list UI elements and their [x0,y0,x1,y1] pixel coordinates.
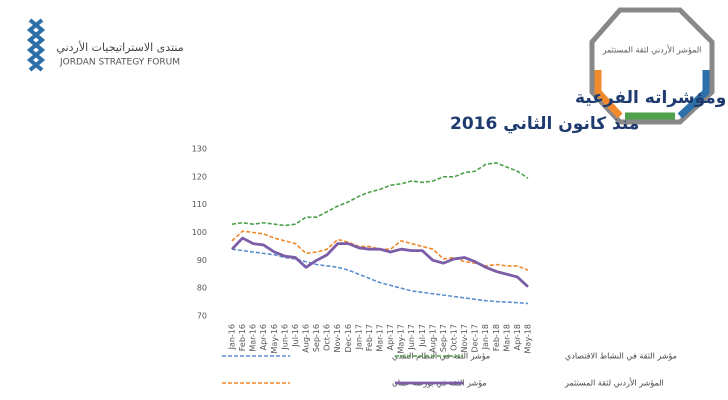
logo-name-en: JORDAN STRATEGY FORUM [59,58,180,68]
legend-label: مؤشر الثقة في النظام النقدي [392,352,490,361]
x-tick-label: Oct-16 [323,324,332,351]
x-tick-label: Feb-16 [238,324,247,351]
x-tick-label: Feb-17 [365,324,374,351]
badge-frame [589,7,715,125]
series-line [231,248,529,305]
x-tick-label: Jan-16 [228,324,237,350]
y-tick-label: 100 [192,228,207,237]
y-tick-label: 130 [192,145,207,154]
x-tick-label: Sep-17 [439,324,448,352]
chart-subtitle: منذ كانون الثاني 2016 [450,114,639,134]
y-tick-label: 70 [197,312,207,321]
x-tick-label: Feb-18 [492,324,501,351]
y-tick-label: 90 [197,256,207,265]
logo-mark [26,18,46,72]
x-tick-label: Jun-16 [280,324,289,351]
x-tick-label: Jan-18 [481,324,490,350]
x-tick-label: May-17 [397,324,406,353]
x-tick-label: Apr-16 [259,324,268,350]
chart-title: المؤشر الأردني لثقة المستثمر ومؤشراته ال… [575,87,728,108]
x-tick-label: Mar-18 [502,324,511,352]
x-tick-label: Jun-17 [407,324,416,351]
x-tick-label: Nov-17 [460,324,469,352]
legend-label: المؤشر الأردني لثقة المستثمر [564,378,664,388]
x-tick-label: Dec-16 [344,324,353,353]
x-tick-label: Jul-16 [291,324,300,348]
x-tick-label: Apr-18 [513,324,522,350]
x-tick-label: May-18 [524,324,533,353]
x-tick-label: May-16 [270,324,279,353]
left-logo: منتدى الاستراتيجيات الأردني JORDAN STRAT… [26,18,184,72]
x-tick-label: Sep-16 [312,324,321,352]
series-line [231,162,529,227]
badge-arc [594,70,623,119]
legend-label: مؤشر الثقة في النشاط الاقتصادي [565,352,677,361]
x-tick-label: Oct-17 [450,324,459,351]
x-tick-label: Apr-17 [386,324,395,350]
x-tick-label: Jul-17 [418,324,427,348]
x-tick-label: Jan-17 [354,324,363,350]
series-line [230,236,529,288]
x-tick-label: Aug-16 [302,324,311,353]
x-tick-label: Mar-17 [376,324,385,352]
x-tick-label: Aug-17 [428,324,437,353]
x-tick-label: Mar-16 [249,324,258,352]
y-tick-label: 120 [192,172,207,181]
y-tick-label: 110 [192,200,207,209]
x-tick-label: Dec-17 [471,324,480,353]
logo-name-ar: منتدى الاستراتيجيات الأردني [56,40,183,54]
right-logo: المؤشر الأردني لثقة المستثمر [589,7,715,125]
y-tick-label: 80 [197,284,207,293]
badge-arc [677,70,710,119]
x-tick-label: Nov-16 [333,324,342,352]
badge-text: المؤشر الأردني لثقة المستثمر [602,45,702,55]
